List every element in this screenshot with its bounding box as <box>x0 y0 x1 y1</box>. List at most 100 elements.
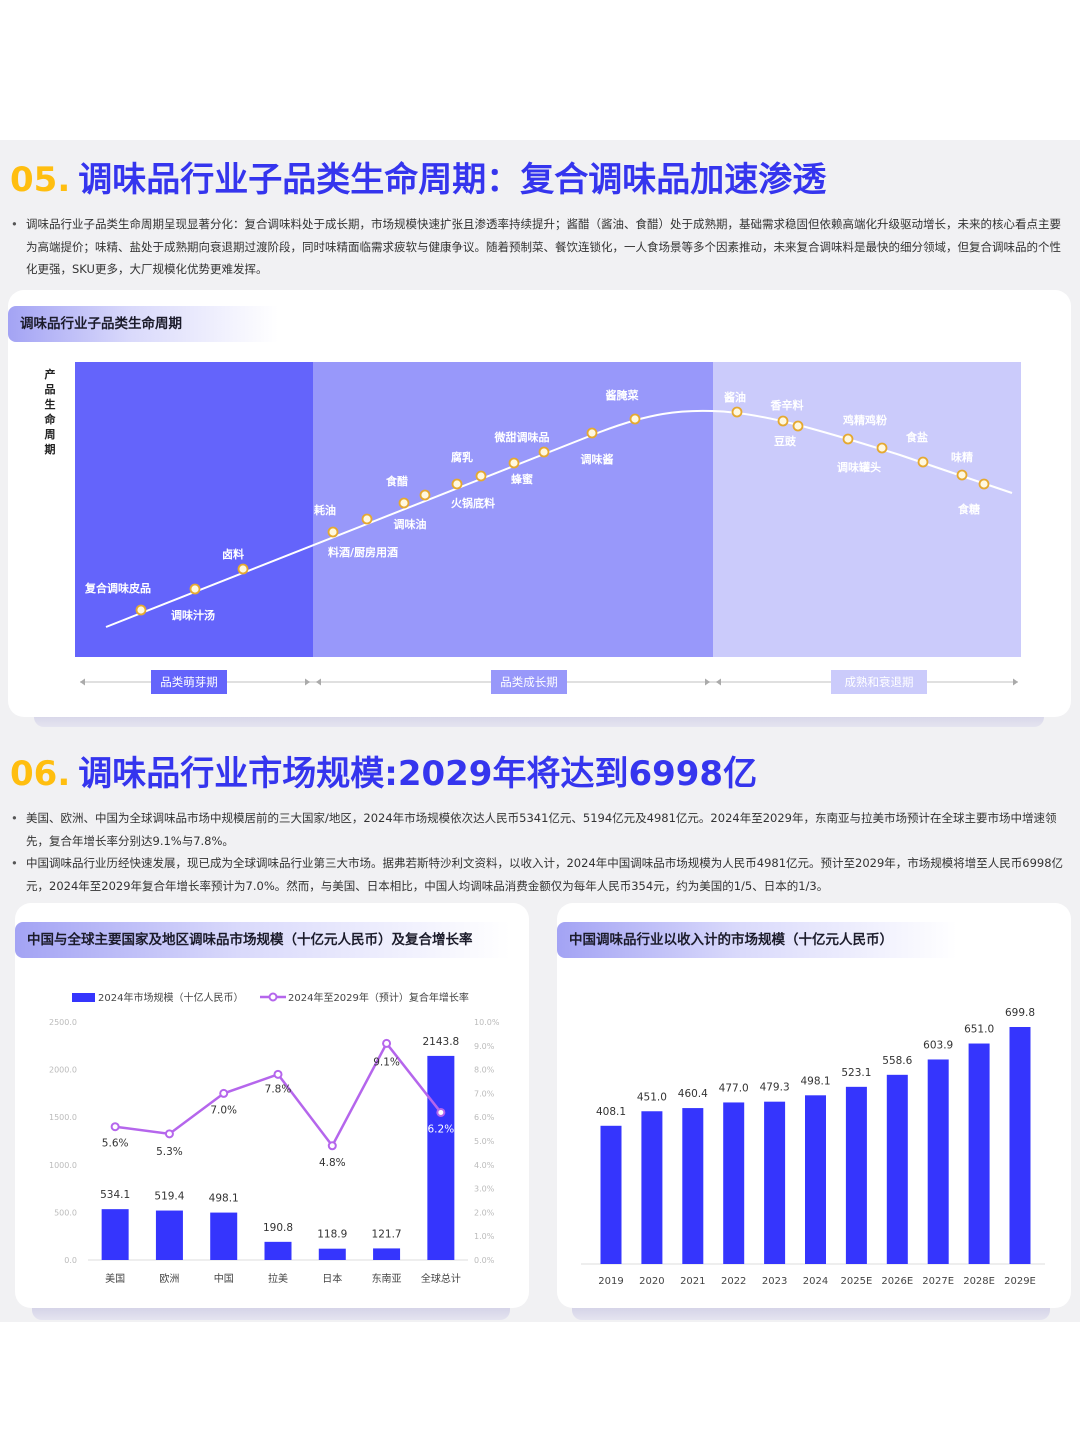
section-number: 05. <box>10 160 71 200</box>
category-point <box>956 469 968 481</box>
cagr-value-label: 7.0% <box>210 1104 237 1116</box>
cagr-point <box>382 1038 392 1048</box>
bar-value-label: 118.9 <box>317 1229 347 1241</box>
category-label: 调味酱 <box>581 452 614 466</box>
bar-value-label: 651.0 <box>964 1024 994 1036</box>
category-point <box>876 442 888 454</box>
bar-value-label: 699.8 <box>1005 1007 1035 1019</box>
bar-value-label: 451.0 <box>637 1091 667 1103</box>
bar-value-label: 477.0 <box>719 1082 749 1094</box>
cagr-value-label: 7.8% <box>265 1083 292 1095</box>
market-size-bar <box>805 1095 826 1264</box>
y-right-tick: 1.0% <box>474 1232 495 1241</box>
category-label: 火锅底料 <box>451 496 495 510</box>
market-size-bar <box>641 1111 663 1264</box>
market-size-bar <box>1009 1027 1031 1264</box>
category-point <box>327 526 339 538</box>
category-point <box>135 604 147 616</box>
bar-value-label: 408.1 <box>596 1106 626 1118</box>
global-market-card-title: 中国与全球主要国家及地区调味品市场规模（十亿元人民币）及复合增长率 <box>15 922 510 958</box>
bar-value-label: 479.3 <box>760 1082 790 1094</box>
category-label: 味精 <box>951 450 973 464</box>
y-left-tick: 1000.0 <box>49 1161 77 1170</box>
x-category-label: 美国 <box>105 1272 125 1285</box>
cagr-point <box>164 1129 174 1139</box>
bar-value-label: 190.8 <box>263 1222 293 1234</box>
bar-value-label: 603.9 <box>923 1039 953 1051</box>
category-label: 调味罐头 <box>837 460 881 474</box>
category-point <box>475 470 487 482</box>
x-year-label: 2023 <box>762 1276 787 1287</box>
category-point <box>419 489 431 501</box>
lifecycle-card-title: 调味品行业子品类生命周期 <box>8 306 278 342</box>
x-year-label: 2028E <box>963 1276 995 1287</box>
category-label: 酱腌菜 <box>606 388 640 402</box>
y-left-tick: 2000.0 <box>49 1066 77 1075</box>
market-size-bar <box>927 1059 949 1264</box>
x-year-label: 2027E <box>922 1276 954 1287</box>
y-right-tick: 9.0% <box>474 1042 495 1051</box>
category-label: 香辛料 <box>770 398 804 412</box>
x-year-label: 2024 <box>803 1276 828 1287</box>
stage-label: 品类成长期 <box>500 675 558 689</box>
market-size-bar <box>264 1241 292 1260</box>
cagr-value-label: 5.6% <box>102 1138 129 1150</box>
y-right-tick: 2.0% <box>474 1208 495 1217</box>
y-right-tick: 7.0% <box>474 1089 495 1098</box>
cagr-value-label: 5.3% <box>156 1146 183 1158</box>
category-point <box>792 420 804 432</box>
china-market-card-title: 中国调味品行业以收入计的市场规模（十亿元人民币） <box>557 922 957 958</box>
bar-value-label: 498.1 <box>800 1075 830 1087</box>
category-point <box>237 563 249 575</box>
x-category-label: 欧洲 <box>159 1273 179 1285</box>
y-axis-label: 产 <box>45 367 56 381</box>
legend-label: 2024年至2029年（预计）复合年增长率 <box>288 991 469 1004</box>
market-size-bar <box>723 1102 745 1264</box>
category-label: 耗油 <box>314 503 336 517</box>
category-label: 食醋 <box>386 474 408 488</box>
x-year-label: 2025E <box>841 1276 873 1287</box>
y-right-tick: 10.0% <box>474 1018 500 1027</box>
stage-label: 成熟和衰退期 <box>845 675 914 689</box>
bar-value-label: 498.1 <box>209 1193 239 1205</box>
category-point <box>451 478 463 490</box>
cagr-value-label: 9.1% <box>373 1056 400 1068</box>
category-label: 酱油 <box>724 390 746 404</box>
market-size-bar <box>101 1209 129 1260</box>
axis-arrow-icon <box>305 678 310 686</box>
cagr-point <box>219 1088 229 1098</box>
x-category-label: 全球总计 <box>421 1272 461 1285</box>
y-left-tick: 500.0 <box>54 1208 77 1217</box>
category-point <box>398 497 410 509</box>
y-right-tick: 5.0% <box>474 1137 495 1146</box>
bar-value-label: 519.4 <box>154 1191 184 1203</box>
global-market-chart: 2024年市场规模（十亿人民币） 2024年至2029年（预计）复合年增长率 0.… <box>49 991 500 1285</box>
market-size-bar <box>682 1108 704 1264</box>
stage-badge <box>151 670 227 694</box>
y-axis-label: 周 <box>45 428 56 441</box>
stage-band <box>75 362 313 657</box>
category-point <box>731 406 743 418</box>
market-size-bar <box>886 1074 908 1264</box>
section-05-summary: 调味品行业子品类生命周期呈现显著分化：复合调味料处于成长期，市场规模快速扩张且渗… <box>10 213 1072 281</box>
category-label: 料酒/厨房用酒 <box>328 545 398 559</box>
bar-value-label: 460.4 <box>678 1088 708 1100</box>
section-05-title: 05. 调味品行业子品类生命周期：复合调味品加速渗透 <box>10 152 826 201</box>
category-label: 食盐 <box>906 430 928 444</box>
stage-label: 品类萌芽期 <box>160 675 218 689</box>
legend-marker-icon <box>268 992 278 1002</box>
category-label: 调味油 <box>394 517 427 531</box>
market-size-bar <box>600 1125 622 1264</box>
stage-band <box>313 362 713 657</box>
china-market-chart: 408.1 2019 451.0 2020 460.4 2021 477.0 2022 479.… <box>581 1007 1045 1287</box>
y-axis-label: 期 <box>45 442 56 456</box>
category-label: 微甜调味品 <box>494 430 550 444</box>
category-point <box>917 456 929 468</box>
stage-badge <box>831 670 927 694</box>
category-point <box>361 513 373 525</box>
category-label: 复合调味皮品 <box>84 581 151 595</box>
market-size-bar <box>968 1043 990 1264</box>
market-size-bar <box>764 1101 786 1264</box>
x-year-label: 2029E <box>1004 1276 1036 1287</box>
